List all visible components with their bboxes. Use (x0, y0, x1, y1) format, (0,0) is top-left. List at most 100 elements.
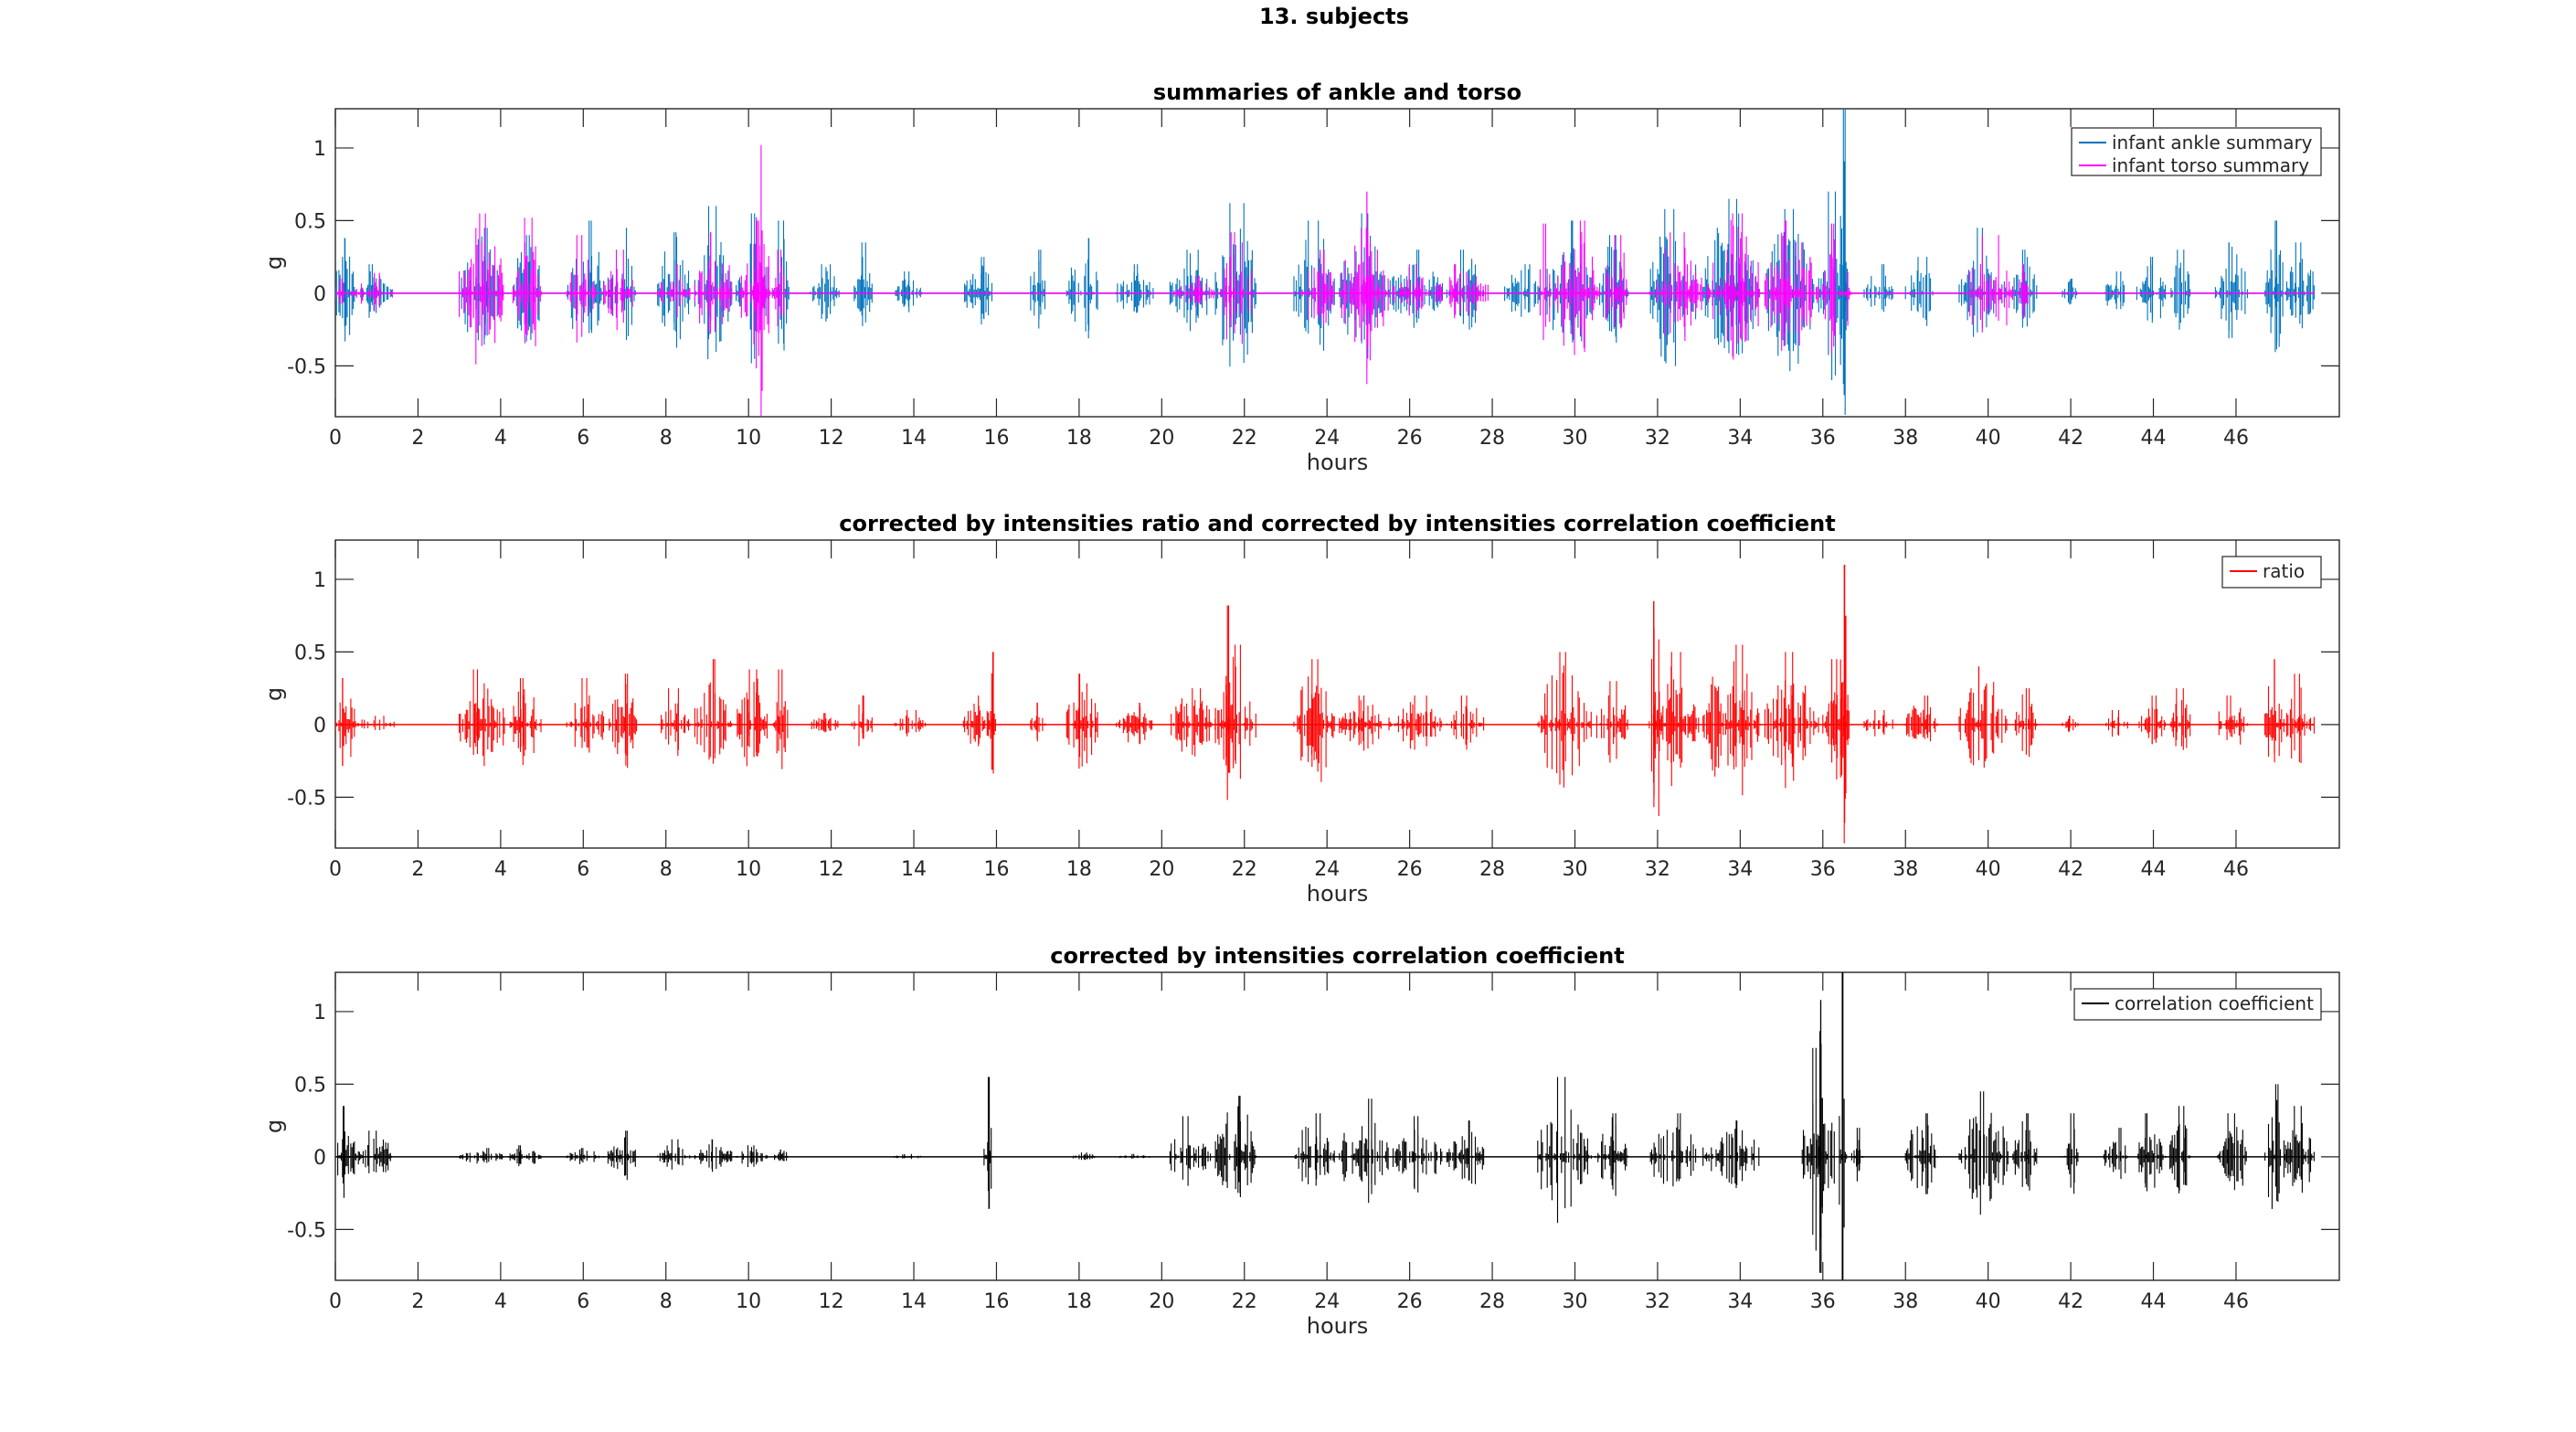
y-tick-label: 0.5 (294, 1074, 326, 1097)
series-burst (1652, 652, 1700, 787)
legend-label: infant ankle summary (2112, 132, 2313, 154)
x-tick-label: 4 (494, 427, 507, 450)
x-tick-label: 36 (1810, 858, 1836, 881)
y-tick-label: 0.5 (294, 210, 326, 233)
x-tick-label: 22 (1232, 427, 1257, 450)
x-axis-label: hours (1307, 450, 1368, 475)
series-burst (1388, 695, 1444, 750)
subplot-title: summaries of ankle and torso (1153, 80, 1521, 105)
x-tick-label: 12 (819, 858, 844, 881)
x-tick-label: 32 (1645, 427, 1670, 450)
series-burst (1029, 703, 1046, 742)
series-burst (2136, 1113, 2167, 1192)
x-tick-label: 40 (1976, 858, 2001, 881)
y-axis-label: g (261, 1119, 287, 1133)
series-burst (1363, 191, 1373, 385)
series-burst (1537, 1077, 1592, 1224)
x-tick-label: 30 (1562, 427, 1587, 450)
y-tick-label: 0.5 (294, 642, 326, 664)
series-burst (1301, 249, 1334, 324)
x-tick-label: 16 (983, 858, 1009, 881)
x-tick-label: 44 (2141, 858, 2167, 881)
series-ratio (335, 565, 2315, 843)
x-tick-label: 22 (1232, 858, 1257, 881)
x-tick-label: 38 (1892, 858, 1918, 881)
plot-area (334, 539, 2340, 849)
x-tick-label: 22 (1232, 1290, 1257, 1313)
series-burst (2062, 716, 2079, 732)
x-tick-label: 42 (2058, 1290, 2083, 1313)
x-tick-label: 2 (411, 1290, 424, 1313)
x-tick-label: 26 (1397, 858, 1423, 881)
x-tick-label: 24 (1314, 858, 1340, 881)
series-burst (1648, 600, 1662, 816)
subplot-3: corrected by intensities correlation coe… (261, 943, 2340, 1339)
series-correlation-coefficient (335, 972, 2315, 1280)
series-burst (752, 144, 766, 417)
x-tick-label: 38 (1892, 427, 1918, 450)
series-burst (1169, 688, 1216, 757)
series-burst (1392, 1116, 1443, 1193)
series-burst (2169, 688, 2191, 750)
x-tick-label: 2 (411, 858, 424, 881)
x-tick-label: 18 (1066, 427, 1092, 450)
series-burst (1293, 659, 1335, 782)
series-burst (566, 235, 596, 343)
series-burst (1595, 1113, 1628, 1196)
series-burst (1904, 1113, 1938, 1194)
series-burst (607, 1130, 638, 1181)
x-tick-label: 20 (1149, 1290, 1174, 1313)
x-tick-label: 32 (1645, 1290, 1670, 1313)
x-tick-label: 12 (819, 427, 844, 450)
series-burst (1214, 1096, 1256, 1197)
series-burst (657, 1139, 691, 1170)
series-burst (772, 1149, 790, 1162)
series-burst (1065, 674, 1098, 769)
x-tick-label: 4 (494, 858, 507, 881)
x-tick-label: 0 (329, 858, 342, 881)
legend-box (2073, 988, 2322, 1021)
x-tick-label: 46 (2223, 427, 2249, 450)
y-tick-label: -0.5 (287, 355, 326, 378)
series-burst (2013, 688, 2038, 758)
series-burst (1764, 652, 1819, 789)
y-axis-label: g (261, 687, 287, 701)
x-tick-label: 46 (2223, 1290, 2249, 1313)
series-burst (983, 1077, 992, 1209)
series-burst (1818, 1000, 1823, 1273)
x-tick-label: 38 (1892, 1290, 1918, 1313)
series-burst (1706, 213, 1762, 360)
series-burst (1648, 232, 1703, 341)
series-burst (566, 678, 605, 753)
y-tick-label: -0.5 (287, 787, 326, 810)
x-tick-label: 8 (660, 427, 673, 450)
x-tick-label: 14 (901, 858, 927, 881)
y-tick-label: 1 (313, 569, 326, 592)
series-burst (459, 1148, 504, 1164)
series-burst (508, 678, 542, 766)
y-tick-label: 1 (313, 138, 326, 161)
x-tick-label: 10 (736, 858, 761, 881)
x-tick-label: 18 (1066, 1290, 1092, 1313)
series-burst (1446, 1120, 1485, 1184)
x-tick-label: 44 (2141, 427, 2167, 450)
x-tick-label: 32 (1645, 858, 1670, 881)
x-tick-label: 8 (660, 1290, 673, 1313)
series-burst (1842, 615, 1848, 796)
x-tick-label: 42 (2058, 427, 2083, 450)
series-burst (459, 213, 504, 365)
series-burst (351, 272, 393, 312)
x-tick-label: 34 (1727, 858, 1753, 881)
x-axis-label: hours (1307, 1313, 1368, 1339)
x-tick-label: 30 (1562, 858, 1587, 881)
series-burst (459, 669, 505, 767)
y-tick-label: 0 (313, 1147, 326, 1170)
series-burst (2016, 264, 2029, 319)
x-tick-label: 0 (329, 1290, 342, 1313)
series-infant-torso-summary (335, 144, 2315, 417)
y-axis-label: g (261, 256, 287, 270)
series-burst (508, 1145, 542, 1167)
series-burst (512, 217, 543, 346)
